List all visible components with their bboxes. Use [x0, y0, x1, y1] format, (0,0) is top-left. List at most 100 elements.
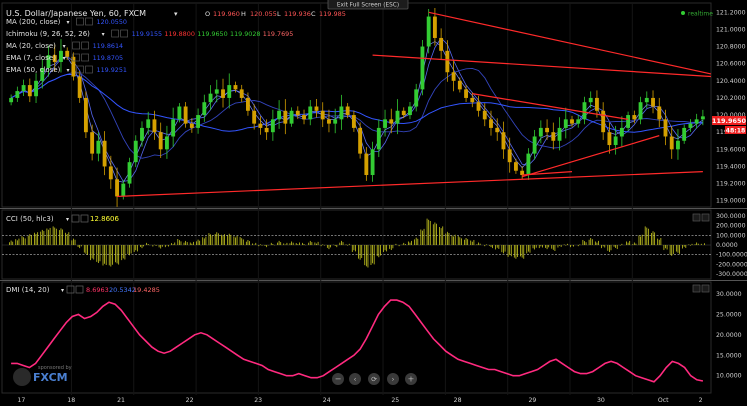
candle-body — [83, 97, 88, 133]
candle-body — [115, 179, 119, 197]
scroll-right-button[interactable]: › — [387, 373, 399, 385]
indicator-dropdown-icon[interactable]: ▾ — [67, 67, 70, 74]
candle-body — [501, 132, 506, 150]
cci-close-icon[interactable] — [701, 213, 710, 222]
scroll-left-button[interactable]: ‹ — [349, 373, 361, 385]
time-tick-label: 17 — [17, 397, 25, 404]
candle-body — [613, 136, 618, 146]
bar-countdown: 48:18 — [726, 127, 746, 134]
cci-visibility-icon[interactable] — [71, 214, 80, 223]
indicator-value: 119.9650 — [197, 30, 228, 38]
current-price-label: 119.9650 — [712, 117, 747, 125]
candle-body — [121, 183, 126, 197]
cci-legend: CCI (50, hlc3) ▾ 12.8606 — [6, 214, 119, 223]
dmi-axis: 30.0000 25.0000 20.0000 15.0000 10.0000 — [716, 291, 742, 380]
candle-body — [164, 136, 169, 150]
candle-body — [345, 106, 350, 116]
indicator-visibility-icon[interactable] — [72, 41, 80, 50]
svg-text:+: + — [408, 375, 415, 384]
indicator-remove-icon[interactable] — [81, 41, 89, 50]
candle-body — [557, 127, 562, 141]
open-value: 119.960 — [213, 10, 240, 18]
candle-body — [538, 127, 543, 137]
chart-header: U.S. Dollar/Japanese Yen, 60, FXCM ▾ O 1… — [6, 9, 346, 18]
candle-body — [320, 110, 325, 120]
trend-lines — [117, 11, 712, 198]
time-tick-label: 22 — [186, 397, 194, 404]
cci-settings-icon[interactable]: ▾ — [66, 216, 69, 223]
dmi-maximize-icon[interactable] — [692, 284, 701, 293]
dmi-value-2: 20.5342 — [109, 286, 136, 294]
dmi-visibility-icon[interactable] — [66, 285, 75, 294]
chart-title: U.S. Dollar/Japanese Yen, 60, FXCM — [6, 9, 146, 18]
cci-remove-icon[interactable] — [80, 214, 89, 223]
candle-body — [582, 102, 587, 120]
reset-button[interactable]: ⟳ — [368, 373, 380, 385]
indicator-label: Ichimoku (9, 26, 52, 26) — [6, 30, 90, 38]
candle-body — [489, 119, 493, 128]
candle-body — [158, 132, 163, 150]
price-tick-label: 120.8000 — [716, 44, 746, 51]
candle-body — [389, 119, 394, 124]
candle-body — [227, 85, 232, 98]
cci-bar-series — [9, 218, 705, 268]
time-tick-label: 23 — [254, 397, 262, 404]
indicator-dropdown-icon[interactable]: ▾ — [63, 43, 66, 50]
indicator-remove-icon[interactable] — [85, 65, 93, 74]
svg-text:›: › — [392, 376, 395, 384]
high-label: H — [241, 10, 246, 18]
moving-average-lines — [10, 37, 704, 183]
candle-body — [108, 166, 113, 180]
svg-text:⟳: ⟳ — [371, 376, 377, 384]
price-tick-label: 119.0000 — [716, 198, 746, 205]
candle-body — [15, 91, 20, 98]
candle-body — [71, 56, 76, 77]
candle-body — [688, 123, 693, 128]
indicator-dropdown-icon[interactable]: ▾ — [67, 19, 70, 26]
indicator-visibility-icon[interactable] — [72, 53, 80, 62]
candle-body — [495, 127, 500, 133]
indicator-remove-icon[interactable] — [81, 53, 89, 62]
indicator-label: EMA (50, close) — [6, 66, 61, 74]
candle-body — [177, 106, 182, 120]
indicator-visibility-icon[interactable] — [76, 65, 84, 74]
indicator-legend: MA (200, close) ▾ 120.0550 Ichimoku (9, 26,… — [6, 17, 293, 74]
candle-body — [601, 110, 606, 133]
candle-body — [202, 102, 207, 116]
indicator-visibility-icon[interactable] — [76, 17, 84, 26]
dmi-settings-icon[interactable]: ▾ — [61, 287, 64, 294]
indicator-remove-icon[interactable] — [120, 29, 128, 38]
candle-body — [669, 136, 674, 150]
candle-body — [370, 149, 375, 176]
high-value: 120.055 — [250, 10, 277, 18]
indicator-remove-icon[interactable] — [85, 17, 93, 26]
candle-body — [526, 153, 531, 176]
price-tick-label: 120.0000 — [716, 112, 746, 119]
price-tick-label: 120.2000 — [716, 95, 746, 102]
open-label: O — [205, 10, 210, 18]
candle-body — [607, 132, 612, 146]
current-price-tag: 119.9650 48:18 — [712, 116, 747, 134]
dmi-tick-label: 15.0000 — [716, 352, 742, 359]
dmi-close-icon[interactable] — [701, 284, 710, 293]
zoom-in-button[interactable]: + — [405, 373, 417, 385]
candle-body — [507, 149, 512, 163]
symbol-dropdown-icon[interactable]: ▾ — [174, 10, 178, 18]
indicator-dropdown-icon[interactable]: ▾ — [63, 55, 66, 62]
indicator-value: 119.9028 — [230, 30, 261, 38]
candle-body — [619, 127, 624, 137]
candle-body — [221, 89, 225, 98]
indicator-visibility-icon[interactable] — [111, 29, 119, 38]
indicator-dropdown-icon[interactable]: ▾ — [102, 31, 105, 38]
cci-maximize-icon[interactable] — [692, 213, 701, 222]
exit-fullscreen-button[interactable]: Exit Full Screen (ESC) — [327, 0, 409, 10]
dmi-remove-icon[interactable] — [75, 285, 84, 294]
realtime-status: realtime — [681, 11, 713, 18]
fxcm-branding: sponsored by FXCM — [13, 365, 72, 386]
zoom-out-button[interactable]: − — [332, 373, 344, 385]
candle-body — [432, 16, 437, 38]
resistance-trend-line-upper — [372, 54, 712, 78]
candle-body — [644, 97, 649, 103]
cci-guide-lines — [2, 235, 711, 255]
